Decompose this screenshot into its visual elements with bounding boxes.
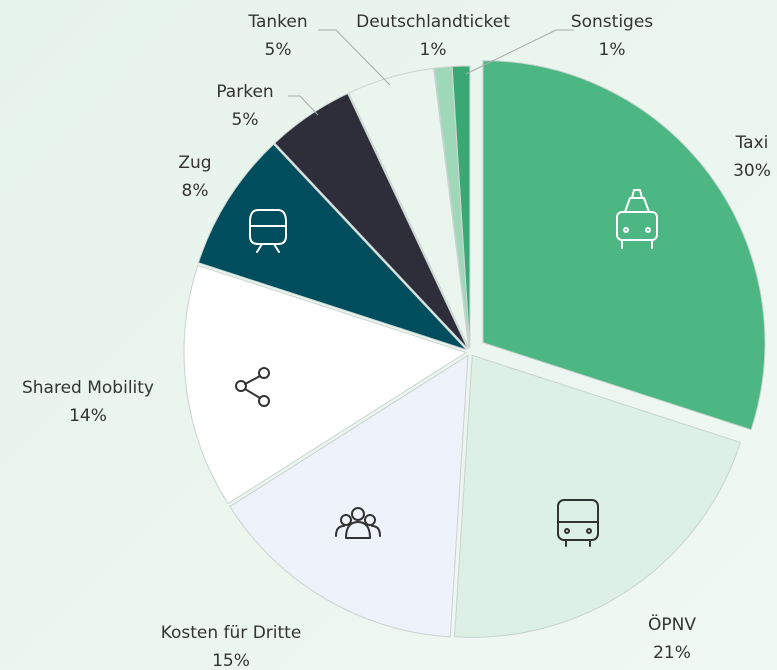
slice-value-label: 14% [69, 406, 107, 426]
slice-label: Tanken [247, 12, 307, 32]
leader-line [288, 95, 319, 116]
slice-value-label: 5% [265, 40, 292, 60]
share-icon [235, 367, 270, 407]
pie-slice [348, 67, 470, 349]
slice-label: Shared Mobility [22, 378, 154, 398]
slice-value-label: 1% [420, 40, 447, 60]
slice-value-label: 5% [232, 110, 259, 130]
pie-slice [197, 143, 467, 351]
slice-value-label: 21% [653, 643, 691, 663]
pie-slice [451, 65, 471, 349]
slice-label: ÖPNV [648, 613, 696, 635]
leader-line [318, 29, 391, 86]
slice-label: Kosten für Dritte [161, 623, 302, 643]
pie-slice [229, 354, 469, 638]
taxi-icon [616, 189, 658, 249]
pie-slice [482, 60, 766, 431]
bus-icon [557, 499, 599, 547]
slice-label: Deutschlandticket [356, 12, 510, 32]
slice-label: Parken [216, 82, 273, 102]
slice-value-label: 15% [212, 651, 250, 670]
pie-slice [183, 264, 468, 505]
slice-label: Taxi [735, 133, 769, 153]
pie-slice [274, 92, 469, 350]
slice-value-label: 30% [733, 161, 771, 181]
train-icon [249, 209, 287, 253]
slice-value-label: 1% [599, 40, 626, 60]
slice-label: Zug [178, 153, 211, 173]
pie-slice [454, 354, 742, 638]
slice-label: Sonstiges [571, 12, 653, 32]
slice-value-label: 8% [182, 181, 209, 201]
slices [183, 60, 766, 638]
people-icon [335, 507, 381, 539]
leader-line [465, 29, 574, 75]
